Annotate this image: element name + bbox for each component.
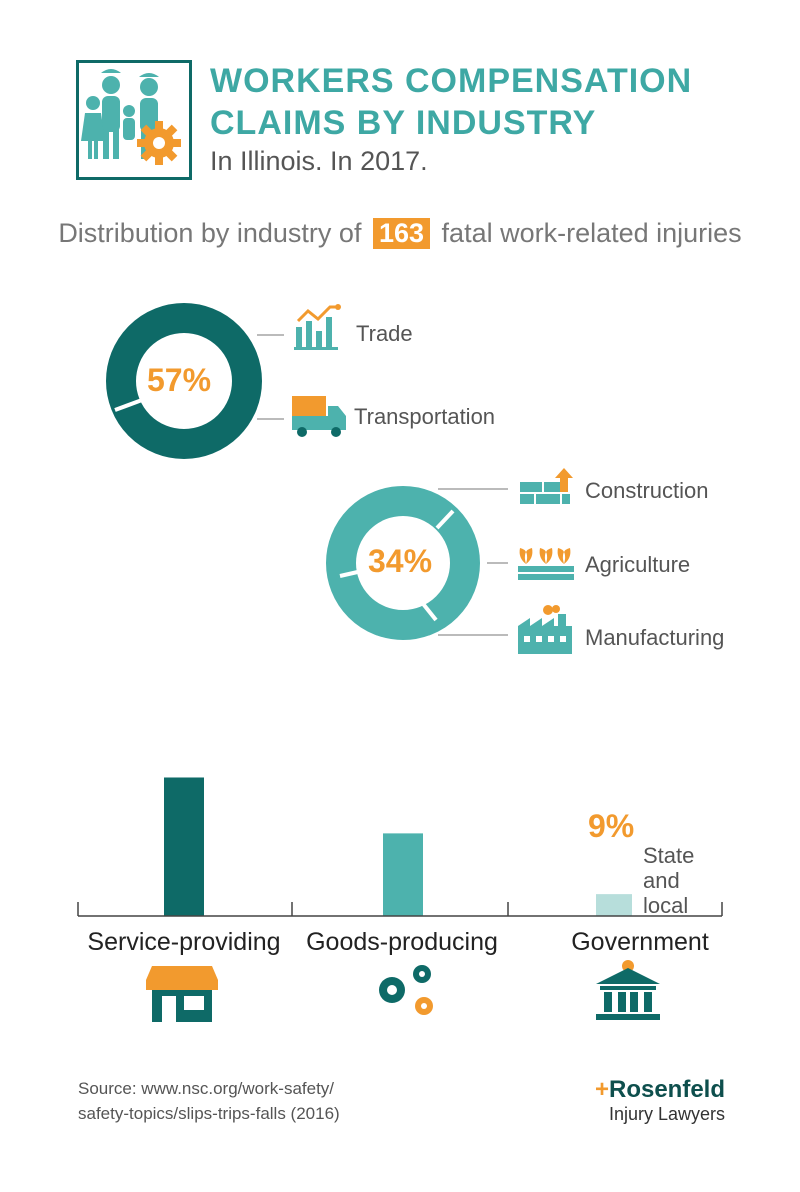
legend-agriculture: Agriculture (585, 552, 691, 577)
page-subtitle: In Illinois. In 2017. (210, 146, 428, 176)
brand-subtitle: Injury Lawyers (608, 1104, 725, 1124)
brand-logo: +Rosenfeld Injury Lawyers (575, 1076, 725, 1125)
legend-construction: Construction (585, 478, 709, 503)
state-label-line-1: State (643, 843, 695, 868)
total-count-badge: 163 (372, 218, 431, 249)
government-building-icon (596, 960, 660, 1020)
source-citation: Source: www.nsc.org/work-safety/ safety-… (78, 1076, 340, 1126)
factory-icon (518, 605, 572, 654)
bar-goods-producing (383, 833, 423, 916)
page-title: WORKERS COMPENSATION CLAIMS BY INDUSTRY (210, 60, 692, 144)
legend-manufacturing: Manufacturing (585, 625, 725, 650)
storefront-icon (146, 966, 218, 1022)
source-line-2: safety-topics/slips-trips-falls (2016) (78, 1104, 340, 1123)
donut-goods-producing (326, 486, 480, 640)
chart-trend-icon (294, 304, 341, 350)
title-line-2: CLAIMS BY INDUSTRY (210, 104, 597, 142)
brand-name-text: Rosenfeld (608, 1076, 725, 1103)
crops-icon (518, 548, 574, 580)
workers-family-icon (81, 69, 181, 165)
bar-service-providing (164, 777, 204, 916)
value-label-goods: 34% (368, 543, 433, 579)
distribution-caption: Distribution by industry of 163 fatal wo… (0, 218, 800, 249)
connector-lines (257, 334, 508, 636)
bricks-icon (520, 468, 573, 504)
state-label-line-3: local (643, 893, 689, 918)
title-line-1: WORKERS COMPENSATION (210, 62, 693, 100)
donut-service-providing (106, 303, 262, 459)
value-label-service: 57% (147, 362, 212, 398)
legend-transportation: Transportation (354, 404, 496, 429)
workers-logo (76, 60, 192, 180)
brand-plus: + (594, 1076, 609, 1103)
value-label-government: 9% (588, 808, 635, 844)
x-axis-baseline (77, 902, 723, 917)
distribution-prefix: Distribution by industry of (58, 218, 362, 248)
brand-name: +Rosenfeld (575, 1076, 725, 1104)
truck-icon (292, 396, 346, 437)
gears-icon (379, 965, 433, 1015)
distribution-suffix: fatal work-related injuries (441, 218, 742, 248)
category-goods-producing: Goods-producing (306, 928, 498, 956)
legend-state-and-local: State and local (643, 843, 694, 918)
category-government: Government (571, 928, 709, 956)
category-service-providing: Service-providing (87, 928, 281, 956)
bar-government (596, 894, 632, 916)
source-line-1: Source: www.nsc.org/work-safety/ (78, 1079, 335, 1098)
legend-trade: Trade (356, 321, 413, 346)
state-label-line-2: and (643, 868, 680, 893)
